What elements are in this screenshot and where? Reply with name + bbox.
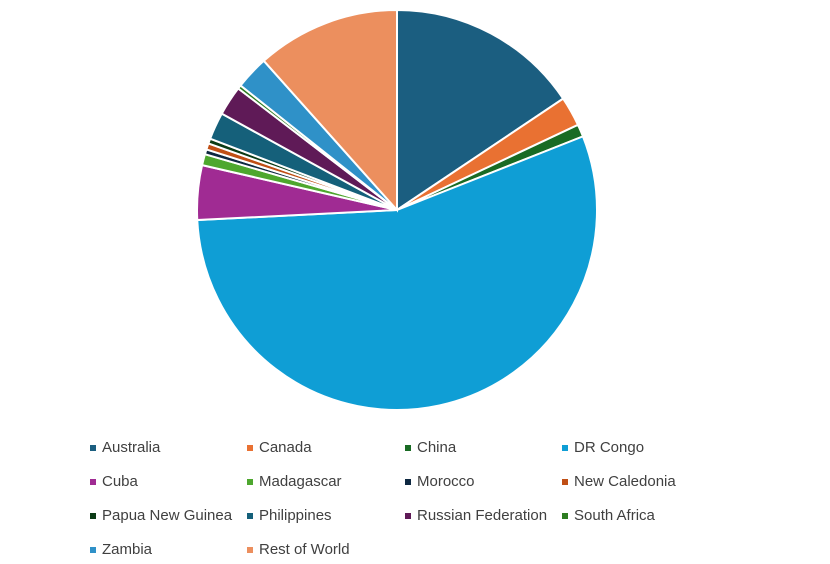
legend-marker [405, 513, 411, 519]
legend-marker [405, 445, 411, 451]
legend-label: Philippines [259, 507, 332, 524]
legend-label: Papua New Guinea [102, 507, 233, 524]
legend-marker [247, 547, 253, 553]
pie-slice [262, 8, 398, 213]
legend-marker [90, 547, 96, 553]
legend-label: DR Congo [574, 439, 644, 456]
legend-marker [247, 513, 253, 519]
legend-marker [562, 479, 568, 485]
pie-slice [396, 8, 565, 212]
legend-label: New Caledonia [574, 473, 676, 490]
legend-label: South Africa [574, 507, 656, 524]
legend-marker [90, 445, 96, 451]
legend-label: Morocco [417, 473, 475, 490]
legend-label: Zambia [102, 541, 153, 558]
legend-label: Canada [259, 439, 312, 456]
legend-marker [247, 479, 253, 485]
legend-marker [247, 445, 253, 451]
legend-label: Rest of World [259, 541, 350, 558]
legend-marker [562, 513, 568, 519]
legend-marker [90, 513, 96, 519]
legend-label: Cuba [102, 473, 139, 490]
legend-marker [90, 479, 96, 485]
legend-label: China [417, 439, 457, 456]
legend-label: Madagascar [259, 473, 342, 490]
legend-label: Australia [102, 439, 161, 456]
pie-slice [196, 135, 598, 411]
legend-marker [405, 479, 411, 485]
legend-label: Russian Federation [417, 507, 547, 524]
legend-marker [562, 445, 568, 451]
